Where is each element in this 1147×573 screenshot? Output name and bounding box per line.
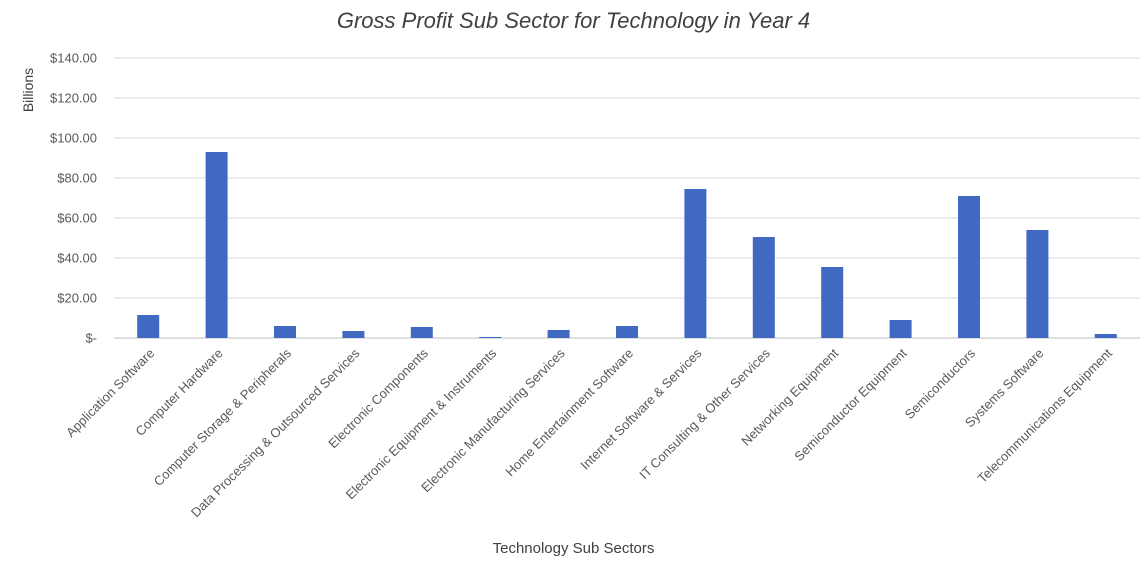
x-tick-label: Internet Software & Services	[577, 345, 704, 472]
bar	[479, 337, 502, 338]
bar	[205, 152, 228, 338]
bar	[410, 327, 433, 338]
x-tick-label: Semiconductors	[902, 345, 979, 422]
x-tick-label: Electronic Equipment & Instruments	[343, 345, 500, 502]
x-tick-label: Computer Storage & Peripherals	[151, 345, 295, 489]
x-axis-title: Technology Sub Sectors	[492, 540, 655, 557]
y-tick-label: $-	[85, 331, 97, 346]
bar	[137, 315, 160, 338]
bar	[1094, 334, 1117, 338]
x-tick-label: Electronic Manufacturing Services	[418, 345, 568, 495]
x-tick-label: IT Consulting & Other Services	[636, 345, 773, 482]
bar	[1026, 230, 1049, 338]
bar	[958, 196, 980, 338]
y-tick-label: $60.00	[57, 211, 97, 226]
y-tick-label: $140.00	[50, 51, 97, 66]
y-tick-label: $20.00	[57, 291, 97, 306]
x-tick-label: Telecommunications Equipment	[975, 345, 1116, 486]
x-tick-label: Semiconductor Equipment	[791, 345, 910, 464]
bar	[547, 330, 570, 338]
chart-title: Gross Profit Sub Sector for Technology i…	[336, 8, 811, 33]
x-tick-label: Home Entertainment Software	[502, 346, 636, 480]
bar	[684, 189, 707, 338]
y-tick-label: $100.00	[50, 131, 97, 146]
y-tick-label: $40.00	[57, 251, 97, 266]
bar	[821, 267, 844, 338]
bar	[274, 326, 296, 338]
bar	[752, 237, 775, 338]
bar	[616, 326, 638, 338]
y-tick-label: $80.00	[57, 171, 97, 186]
bar	[889, 320, 912, 338]
bar	[342, 331, 365, 338]
y-tick-label: $120.00	[50, 91, 97, 106]
